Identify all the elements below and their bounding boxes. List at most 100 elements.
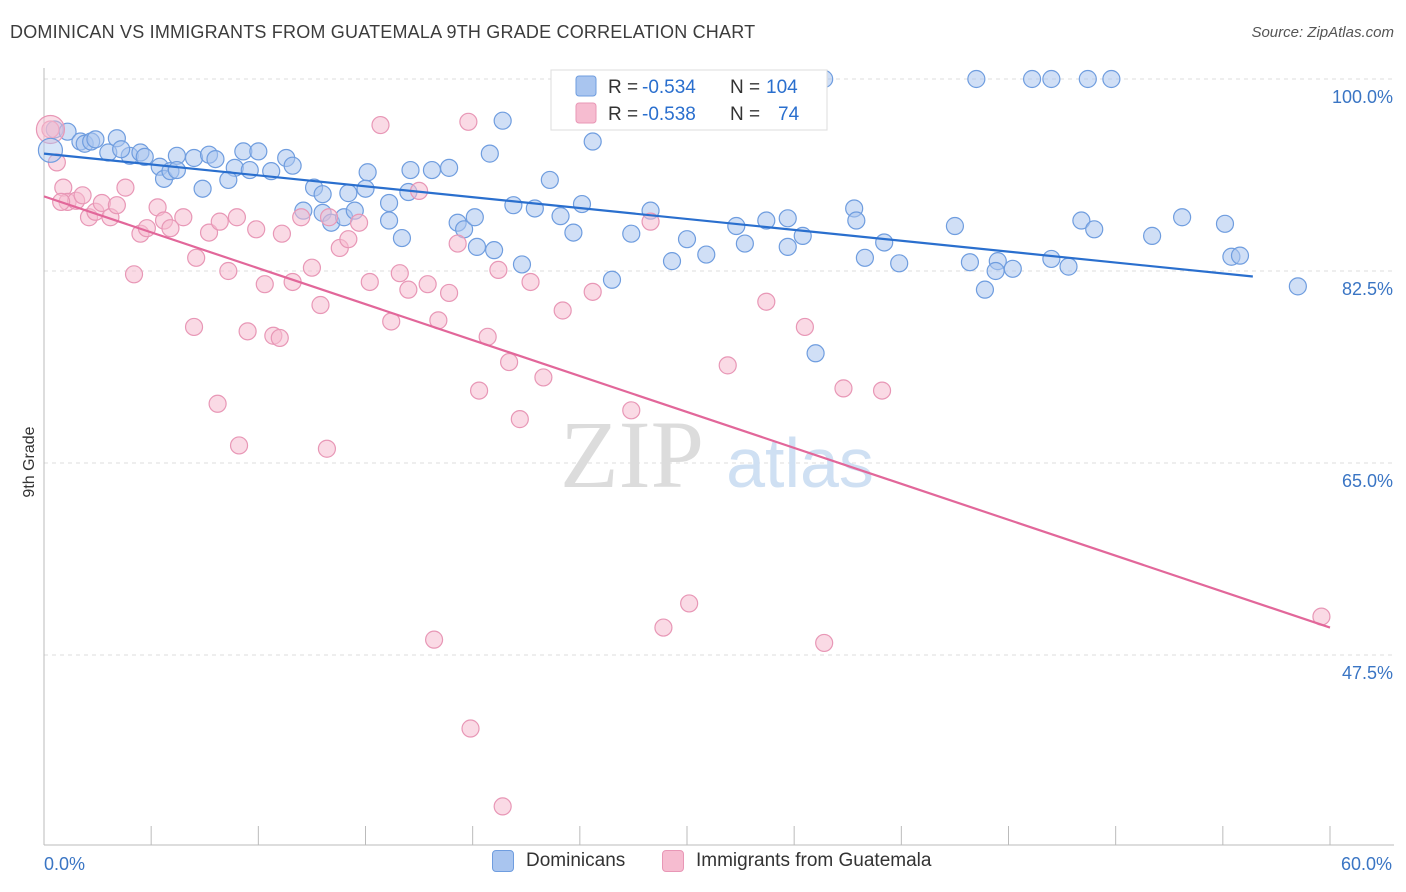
dominican-point <box>1042 249 1061 269</box>
dominican-point <box>167 160 186 180</box>
y-tick-label: 65.0% <box>1342 471 1393 491</box>
guatemala-point <box>469 381 489 400</box>
y-tick-label: 82.5% <box>1342 279 1393 299</box>
bottom-legend: Dominicans Immigrants from Guatemala <box>0 850 1406 880</box>
bottom-legend-item-guatemala: Immigrants from Guatemala <box>662 850 931 872</box>
dominican-point <box>806 344 825 363</box>
guatemala-point <box>390 264 409 283</box>
dominican-point <box>855 248 874 267</box>
guatemala-point <box>124 265 144 284</box>
dominican-point <box>1288 277 1307 296</box>
dominican-point <box>1173 208 1192 227</box>
guatemala-point <box>229 436 249 455</box>
dominican-point <box>677 230 697 249</box>
dominican-point <box>339 184 358 203</box>
dominican-point <box>249 142 268 161</box>
y-tick-label: 47.5% <box>1342 663 1393 683</box>
guatemala-point <box>718 356 737 375</box>
dominican-point <box>313 185 332 204</box>
guatemala-point <box>247 220 266 239</box>
dominican-point <box>1215 214 1235 233</box>
bottom-legend-label-guatemala: Immigrants from Guatemala <box>696 850 932 871</box>
dominican-point <box>283 156 302 175</box>
guatemala-point <box>489 260 508 280</box>
legend-r-value-1: -0.534 <box>642 77 696 98</box>
guatemala-point <box>622 401 641 420</box>
dominican-point <box>422 160 442 180</box>
dominican-point <box>379 193 399 213</box>
dominican-point <box>504 196 523 215</box>
guatemala-point <box>107 196 126 215</box>
dominican-point <box>890 254 909 273</box>
guatemala-point <box>795 317 814 337</box>
legend-r-label-2: R = <box>608 104 638 125</box>
dominican-point <box>112 140 131 159</box>
dominican-point <box>439 158 459 177</box>
guatemala-point <box>834 379 853 398</box>
watermark: ZIP atlas <box>560 401 874 508</box>
bottom-legend-item-dominicans: Dominicans <box>492 850 625 872</box>
guatemala-point <box>534 368 553 387</box>
bottom-legend-swatch-guatemala <box>662 850 684 872</box>
dominican-point <box>206 149 225 169</box>
guatemala-point <box>339 230 358 249</box>
guatemala-point <box>371 115 390 135</box>
dominican-point <box>135 147 154 166</box>
dominican-point <box>967 69 986 89</box>
guatemala-point <box>319 208 339 227</box>
dominican-point <box>467 237 487 256</box>
dominican-point <box>358 163 377 182</box>
dominican-point <box>540 170 559 190</box>
dominican-point <box>1085 220 1104 239</box>
guatemala-point <box>641 212 660 231</box>
guatemala-trend-line <box>43 195 1331 629</box>
guatemala-point <box>73 186 92 205</box>
legend-n-value-1: 104 <box>766 77 798 98</box>
guatemala-point <box>219 261 238 281</box>
dominican-point <box>945 216 965 236</box>
dominican-point <box>778 209 797 228</box>
dominican-point <box>356 179 375 198</box>
guatemala-point <box>493 797 512 816</box>
dominican-point <box>960 253 980 272</box>
legend-swatch-dominicans <box>575 75 597 97</box>
legend: R = -0.534 N = 104 R = -0.538 N = 74 <box>550 69 828 131</box>
guatemala-point <box>521 272 540 292</box>
dominican-point <box>602 270 622 289</box>
guatemala-point <box>399 280 418 299</box>
guatemala-point <box>302 258 322 277</box>
dominican-point <box>193 179 212 198</box>
guatemala-point <box>161 219 180 238</box>
dominican-point <box>37 137 64 163</box>
guatemala-point <box>424 630 444 649</box>
guatemala-point <box>270 328 289 348</box>
y-axis-label: 9th Grade <box>21 426 38 497</box>
guatemala-point <box>815 633 834 653</box>
x-tick-label-min: 0.0% <box>44 854 85 874</box>
guatemala-point <box>255 275 274 294</box>
bottom-legend-label-dominicans: Dominicans <box>526 850 626 871</box>
guatemala-point <box>553 301 572 320</box>
guatemala-point <box>208 394 227 413</box>
axes <box>43 68 1394 846</box>
dominican-point <box>697 245 716 264</box>
dominican-point <box>662 252 682 271</box>
guatemala-point <box>116 178 135 197</box>
legend-r-value-2: -0.538 <box>642 104 696 125</box>
dominican-point <box>778 237 797 256</box>
x-tick-marks <box>43 826 1331 845</box>
dominican-point <box>622 224 641 243</box>
dominican-point <box>1143 226 1162 245</box>
legend-n-value-2: 74 <box>778 104 800 125</box>
dominican-point <box>1059 257 1078 276</box>
guatemala-point <box>292 208 311 227</box>
guatemala-point <box>349 213 369 232</box>
bottom-legend-swatch-dominicans <box>492 850 514 872</box>
guatemala-point <box>872 381 892 400</box>
guatemala-point <box>448 234 467 253</box>
dominican-point <box>583 132 602 151</box>
guatemala-point <box>199 223 219 242</box>
dominican-point <box>986 261 1005 281</box>
data-points <box>35 69 1331 816</box>
watermark-atlas: atlas <box>726 424 874 502</box>
